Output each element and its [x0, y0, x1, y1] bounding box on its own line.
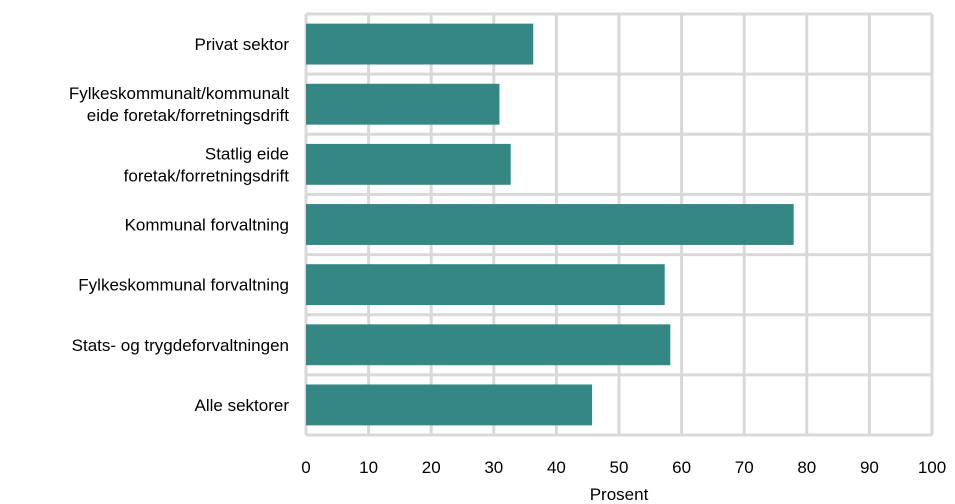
x-tick-label-30: 30 [484, 458, 503, 477]
x-tick-label-90: 90 [860, 458, 879, 477]
bars [306, 23, 794, 426]
category-label-line: foretak/forretningsdrift [124, 166, 290, 185]
x-tick-label-50: 50 [610, 458, 629, 477]
category-label-1: Fylkeskommunalt/kommunalt eide foretak/fo… [69, 84, 289, 125]
bar-1 [306, 83, 500, 125]
category-label-6: Alle sektorer [195, 396, 290, 415]
category-label-line: Statlig eide [205, 144, 289, 163]
category-label-line: Privat sektor [195, 35, 290, 54]
category-label-line: eide foretak/forretningsdrift [87, 106, 289, 125]
category-label-line: Fylkeskommunalt/kommunalt [69, 84, 289, 103]
x-tick-label-10: 10 [359, 458, 378, 477]
bar-4 [306, 264, 665, 306]
bar-6 [306, 384, 593, 426]
bar-3 [306, 204, 794, 245]
category-label-4: Fylkeskommunal forvaltning [78, 276, 289, 295]
category-label-line: Fylkeskommunal forvaltning [78, 276, 289, 295]
bar-2 [306, 143, 511, 185]
category-label-2: Statlig eide foretak/forretningsdrift [124, 144, 290, 185]
category-label-5: Stats- og trygdeforvaltningen [72, 336, 289, 355]
x-tick-label-20: 20 [422, 458, 441, 477]
x-tick-label-70: 70 [735, 458, 754, 477]
bar-5 [306, 324, 671, 366]
category-label-line: Alle sektorer [195, 396, 290, 415]
category-label-3: Kommunal forvaltning [125, 216, 289, 235]
bar-0 [306, 23, 534, 65]
x-tick-label-80: 80 [797, 458, 816, 477]
category-label-line: Stats- og trygdeforvaltningen [72, 336, 289, 355]
gridlines [304, 12, 934, 437]
category-labels: Privat sektor Fylkeskommunalt/kommunalt ei… [69, 35, 289, 415]
x-tick-label-100: 100 [918, 458, 946, 477]
category-label-line: Kommunal forvaltning [125, 216, 289, 235]
x-tick-label-0: 0 [301, 458, 310, 477]
x-tick-label-40: 40 [547, 458, 566, 477]
x-axis-label: Prosent [590, 485, 649, 504]
category-label-0: Privat sektor [195, 35, 290, 54]
x-tick-labels: 0 10 20 30 40 50 60 70 80 90 100 [301, 458, 946, 477]
x-tick-label-60: 60 [672, 458, 691, 477]
